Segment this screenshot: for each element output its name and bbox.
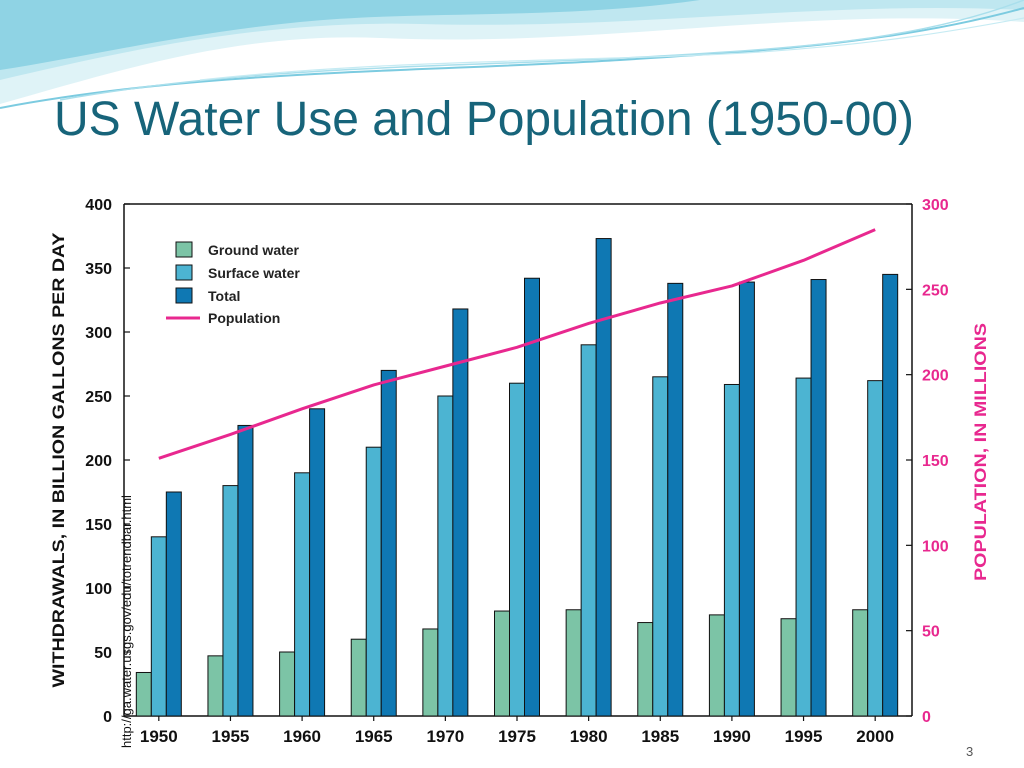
ground-water-bar	[852, 609, 869, 717]
right-tick-label: 50	[922, 624, 940, 641]
legend-label-total: Total	[208, 288, 240, 304]
x-tick-label: 1985	[641, 727, 679, 746]
surface-water-bar	[723, 383, 740, 717]
y-axis-title-right: POPULATION, IN MILLIONS	[971, 323, 990, 581]
ground-water-bar	[279, 651, 296, 717]
slide-title: US Water Use and Population (1950-00)	[54, 93, 915, 146]
source-url: http://ga.water.usgs.gov/edu/totrendbar.…	[119, 495, 134, 748]
legend: Ground water Surface water Total Population	[166, 241, 300, 326]
left-tick-label: 0	[103, 709, 112, 726]
total-bar	[165, 491, 182, 717]
total-bar	[524, 277, 540, 717]
total-bar	[882, 273, 899, 717]
total-bar	[595, 238, 612, 717]
ground-water-bar	[422, 628, 439, 717]
surface-water-bar	[509, 382, 525, 717]
legend-swatch-total	[175, 287, 193, 304]
left-axis-ticks: 0 50 100 150 200 250 300 350 400	[85, 197, 130, 726]
legend-swatch-surface-water	[175, 264, 193, 281]
right-tick-label: 0	[922, 709, 931, 726]
ground-water-bar	[565, 609, 582, 717]
legend-swatch-ground-water	[175, 241, 193, 258]
right-tick-label: 150	[922, 453, 949, 470]
ground-water-bar	[780, 618, 797, 717]
total-bar	[380, 369, 397, 717]
ground-water-bar	[350, 638, 367, 717]
surface-water-bar	[652, 376, 669, 717]
surface-water-bar	[222, 485, 239, 717]
slide-decoration-header	[0, 0, 1024, 109]
legend-label-ground-water: Ground water	[208, 242, 300, 258]
population-line-group	[158, 228, 876, 460]
surface-water-bar	[365, 446, 382, 717]
total-bar	[667, 282, 684, 717]
x-tick-label: 1950	[140, 727, 178, 746]
left-tick-label: 200	[85, 453, 112, 470]
right-tick-label: 100	[922, 538, 949, 555]
left-tick-label: 400	[85, 197, 112, 214]
right-axis-ticks: 0 50 100 150 200 250 300	[906, 197, 949, 726]
left-tick-label: 50	[94, 645, 112, 662]
ground-water-bar	[207, 655, 224, 717]
y-axis-title-left: WITHDRAWALS, IN BILLION GALLONS PER DAY	[49, 232, 68, 688]
x-tick-label: 1990	[713, 727, 751, 746]
total-bar	[452, 308, 469, 717]
ground-water-bar	[708, 614, 725, 717]
total-bar	[309, 408, 326, 717]
x-tick-label: 2000	[856, 727, 894, 746]
right-tick-label: 200	[922, 368, 949, 385]
surface-water-bar	[867, 380, 884, 717]
total-bar	[810, 279, 827, 717]
population-line	[158, 228, 876, 460]
x-tick-label: 1980	[570, 727, 608, 746]
total-bar	[738, 281, 755, 717]
ground-water-bar	[135, 671, 152, 717]
x-tick-label: 1960	[283, 727, 321, 746]
ground-water-bar	[494, 610, 510, 717]
slide-number: 3	[966, 744, 974, 759]
left-tick-label: 100	[85, 581, 112, 598]
x-tick-label: 1970	[426, 727, 464, 746]
x-axis-ticks: 1950 1955 1960 1965 1970 1975 1980 1985 1990 1995…	[140, 716, 894, 746]
ground-water-bar	[637, 622, 654, 717]
left-tick-label: 150	[85, 517, 112, 534]
left-tick-label: 250	[85, 389, 112, 406]
surface-water-bar	[795, 377, 812, 717]
surface-water-bar	[580, 344, 597, 717]
x-tick-label: 1975	[498, 727, 536, 746]
x-tick-label: 1955	[212, 727, 250, 746]
right-tick-label: 250	[922, 282, 949, 299]
right-tick-label: 300	[922, 197, 949, 214]
surface-water-bar	[437, 395, 454, 717]
surface-water-bar	[294, 472, 311, 717]
legend-label-population: Population	[208, 310, 280, 326]
surface-water-bar	[150, 536, 167, 717]
left-tick-label: 300	[85, 325, 112, 342]
left-tick-label: 350	[85, 261, 112, 278]
x-tick-label: 1965	[355, 727, 393, 746]
legend-label-surface-water: Surface water	[208, 265, 300, 281]
x-tick-label: 1995	[785, 727, 823, 746]
total-bar	[237, 424, 254, 717]
